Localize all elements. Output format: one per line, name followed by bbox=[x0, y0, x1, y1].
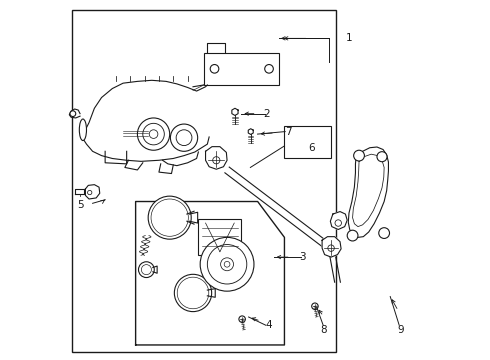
Polygon shape bbox=[85, 185, 100, 199]
Text: 7: 7 bbox=[285, 127, 292, 136]
Polygon shape bbox=[348, 147, 389, 237]
Bar bbox=[285, 126, 331, 158]
Circle shape bbox=[377, 152, 387, 162]
Circle shape bbox=[171, 124, 197, 151]
Polygon shape bbox=[232, 108, 238, 116]
Circle shape bbox=[139, 262, 154, 278]
Circle shape bbox=[239, 316, 245, 322]
Text: 9: 9 bbox=[398, 325, 404, 335]
Circle shape bbox=[70, 111, 76, 117]
Text: 6: 6 bbox=[308, 143, 315, 153]
Polygon shape bbox=[322, 237, 341, 257]
Text: 4: 4 bbox=[265, 320, 271, 330]
Bar bbox=[198, 220, 242, 255]
Circle shape bbox=[265, 64, 273, 73]
Circle shape bbox=[312, 303, 318, 310]
Circle shape bbox=[200, 237, 254, 291]
Bar bbox=[72, 10, 336, 352]
Circle shape bbox=[210, 64, 219, 73]
Bar bbox=[204, 53, 279, 85]
Circle shape bbox=[354, 150, 365, 161]
Text: 1: 1 bbox=[345, 33, 352, 43]
Ellipse shape bbox=[79, 119, 87, 140]
Text: 5: 5 bbox=[77, 200, 83, 210]
Polygon shape bbox=[225, 167, 333, 252]
Circle shape bbox=[148, 196, 191, 239]
Circle shape bbox=[347, 230, 358, 241]
Circle shape bbox=[137, 118, 170, 150]
Circle shape bbox=[379, 228, 390, 238]
Polygon shape bbox=[330, 212, 347, 229]
Polygon shape bbox=[248, 129, 253, 134]
Text: 8: 8 bbox=[320, 325, 327, 335]
Polygon shape bbox=[205, 147, 227, 169]
Text: 3: 3 bbox=[299, 252, 306, 262]
Text: 2: 2 bbox=[263, 109, 270, 119]
Circle shape bbox=[174, 274, 212, 312]
